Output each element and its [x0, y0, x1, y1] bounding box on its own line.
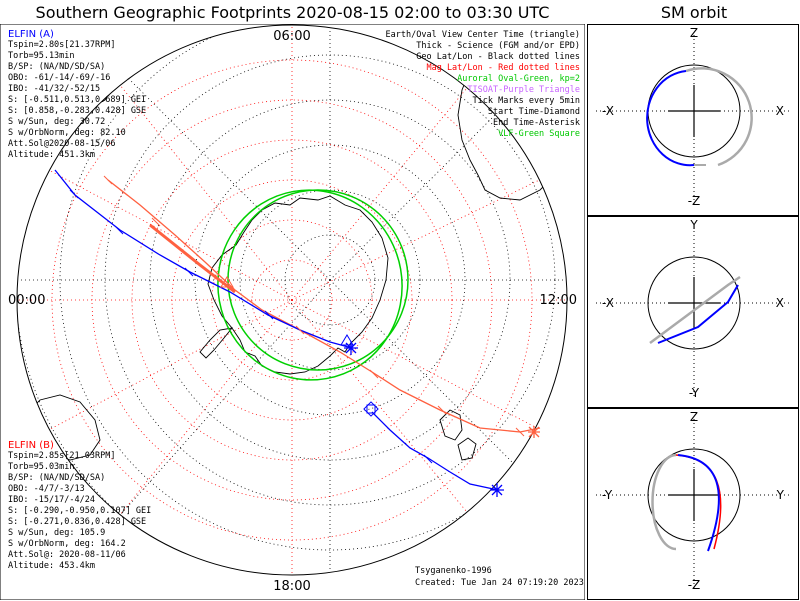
elfin-a-line: S: [0.858,-0.283,0.428] GSE [8, 106, 147, 116]
mlt-label-top: 06:00 [273, 29, 310, 44]
auroral-oval [217, 189, 409, 381]
orbit-title: SM orbit [660, 3, 728, 22]
legend-item: VLF-Green Square [498, 129, 580, 139]
footprint-map: 06:00 00:00 12:00 18:00 [0, 24, 585, 600]
elfin-b-line: S: [-0.271,0.836,0.428] GSE [8, 517, 147, 527]
legend-item: Tick Marks every 5min [472, 96, 580, 106]
orbit-panel-xy: Y -Y -X X [587, 216, 799, 408]
orbit-panel-1-bottom: -Z [688, 194, 701, 208]
main-title: Southern Geographic Footprints 2020-08-1… [35, 3, 550, 22]
map-frame [0, 24, 585, 600]
orbit-panel-1-left: -X [602, 104, 614, 118]
elfin-b-line: S w/Sun, deg: 105.9 [8, 528, 106, 538]
view-center-triangle [220, 276, 354, 346]
elfin-a-line: Torb=95.13min [8, 51, 75, 61]
mag-lat-grid [17, 25, 567, 575]
orbit-panel-2-top: Y [689, 218, 698, 232]
elfin-b-track [107, 179, 541, 433]
legend-item: Mag Lat/Lon - Red dotted lines [426, 63, 580, 73]
orbit-panel-yz: Z -Z -Y Y [587, 408, 799, 600]
orbit-panel-3-top: Z [690, 410, 698, 424]
elfin-a-line: S: [-0.511,0.513,0.689] GEI [8, 95, 147, 105]
elfin-b-line: Altitude: 453.4km [8, 561, 95, 571]
orbit-panel-3-bottom: -Z [688, 578, 701, 592]
elfin-a-start-diamond [363, 401, 379, 417]
elfin-b-line: Tspin=2.85s[21.03RPM] [8, 451, 116, 461]
legend: Earth/Oval View Center Time (triangle) Th… [386, 30, 580, 140]
model-label: Tsyganenko-1996 [415, 566, 492, 576]
elfin-a-line: Tspin=2.80s[21.37RPM] [8, 40, 116, 50]
globe-outline [16, 24, 568, 576]
elfin-b-line: S: [-0.290,-0.950,0.107] GEI [8, 506, 152, 516]
elfin-b-line: S w/OrbNorm, deg: 164.2 [8, 539, 126, 549]
elfin-b-line: Torb=95.03min [8, 462, 75, 472]
track-tick-marks [69, 175, 525, 464]
elfin-b-line: OBO: -4/7/-3/13 [8, 484, 85, 494]
elfin-b-line: B/SP: (NA/ND/SD/SA) [8, 473, 106, 483]
elfin-a-track [54, 169, 499, 491]
elfin-a-name: ELFIN (A) [8, 29, 54, 40]
orbit-panel-2-right: X [776, 296, 784, 310]
legend-item: Thick - Science (FGM and/or EPD) [416, 41, 580, 51]
elfin-a-line: B/SP: (NA/ND/SD/SA) [8, 62, 106, 72]
orbit-panel-1-top: Z [690, 26, 698, 40]
orbit-panel-3-left: -Y [602, 488, 613, 502]
mlt-label-right: 12:00 [540, 293, 577, 308]
elfin-b-line: IBO: -15/17/-4/24 [8, 495, 95, 505]
orbit-panel-1-right: X [776, 104, 784, 118]
elfin-a-info: ELFIN (A) Tspin=2.80s[21.37RPM] Torb=95.13… [8, 29, 146, 161]
orbit-panel-2-left: -X [602, 296, 614, 310]
elfin-a-line: S w/Sun, deg: 30.72 [8, 117, 106, 127]
new-zealand-coastline [439, 409, 477, 461]
legend-item: End Time-Asterisk [493, 118, 580, 128]
mlt-label-bottom: 18:00 [273, 579, 310, 594]
elfin-b-info: ELFIN (B) Tspin=2.85s[21.03RPM] Torb=95.03… [8, 440, 151, 572]
elfin-a-line: OBO: -61/-14/-69/-16 [8, 73, 111, 83]
elfin-a-line: IBO: -41/32/-52/15 [8, 84, 101, 94]
elfin-b-name: ELFIN (B) [8, 440, 54, 451]
orbit-panel-3-right: Y [776, 488, 785, 502]
legend-item: Geo Lat/Lon - Black dotted lines [416, 52, 580, 62]
orbit-panel-2-bottom: -Y [689, 386, 700, 400]
mlt-label-left: 00:00 [8, 293, 45, 308]
elfin-b-line: Att.Sol@: 2020-08-11/06 [8, 550, 126, 560]
legend-item: TISOAT-Purple Triangle [467, 85, 580, 95]
elfin-a-line: Altitude: 451.3km [8, 150, 95, 160]
legend-item: Earth/Oval View Center Time (triangle) [385, 30, 580, 40]
elfin-a-end-asterisk [344, 341, 504, 497]
orbit-panel-xz: Z -Z -X X [587, 24, 799, 216]
antarctica-coastline [199, 195, 389, 375]
elfin-a-line: S w/OrbNorm, deg: 82.10 [8, 128, 126, 138]
created-label: Created: Tue Jan 24 07:19:20 2023 [415, 578, 584, 588]
elfin-a-line: Att.Sol@2020-08-15/06 [8, 139, 116, 149]
legend-item: Start Time-Diamond [487, 107, 580, 117]
legend-item: Auroral Oval-Green, kp=2 [457, 74, 580, 84]
elfin-b-end-asterisk [528, 426, 540, 438]
